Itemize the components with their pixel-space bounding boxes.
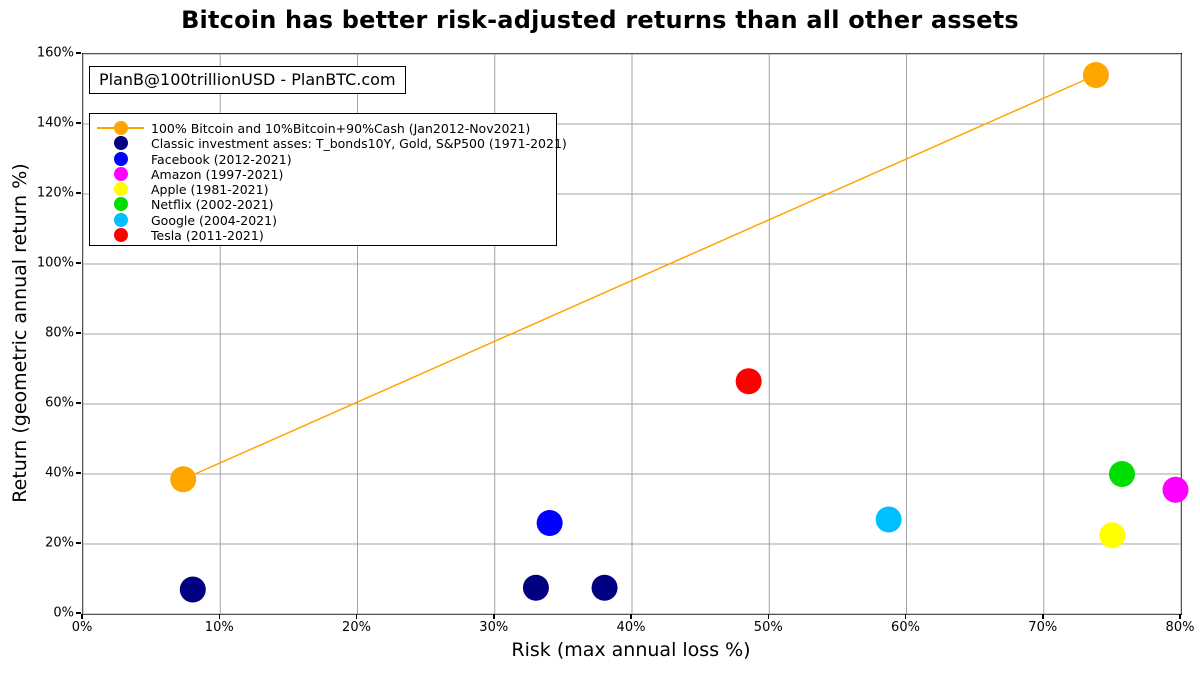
legend-label: Amazon (1997-2021): [151, 166, 284, 182]
plot-area: PlanB@100trillionUSD - PlanBTC.com 100% …: [82, 53, 1189, 615]
y-tick-mark: [76, 192, 81, 194]
legend-dot-marker: [113, 166, 128, 181]
x-tick-label: 0%: [71, 620, 93, 635]
watermark-text: PlanB@100trillionUSD - PlanBTC.com: [99, 70, 396, 89]
legend-item-4: Apple (1981-2021): [90, 181, 556, 198]
legend-label: Netflix (2002-2021): [151, 197, 274, 213]
data-point-series-5: [1108, 461, 1135, 487]
data-point-series-4: [1099, 522, 1126, 549]
legend-dot-marker: [113, 197, 128, 212]
legend-dot-marker: [113, 151, 128, 166]
legend-label: Facebook (2012-2021): [151, 151, 292, 167]
legend: 100% Bitcoin and 10%Bitcoin+90%Cash (Jan…: [89, 113, 567, 246]
x-tick-label: 40%: [616, 620, 646, 635]
legend-item-5: Netflix (2002-2021): [90, 196, 556, 213]
data-point-series-1: [591, 574, 618, 601]
x-tick-mark: [904, 614, 907, 619]
x-tick-mark: [218, 614, 220, 619]
legend-dot-marker: [113, 121, 128, 135]
x-tick-label: 70%: [1028, 620, 1058, 635]
x-tick-mark: [1179, 614, 1181, 619]
y-tick-label: 60%: [45, 395, 74, 411]
legend-label: 100% Bitcoin and 10%Bitcoin+90%Cash (Jan…: [151, 121, 531, 136]
legend-item-7: Tesla (2011-2021): [90, 227, 556, 244]
legend-label: Google (2004-2021): [151, 212, 277, 228]
legend-item-1: Classic investment asses: T_bonds10Y, Go…: [90, 135, 567, 151]
y-tick-label: 40%: [45, 465, 74, 481]
legend-item-3: Amazon (1997-2021): [90, 166, 556, 182]
data-point-series-1: [522, 574, 549, 601]
legend-dot-marker: [113, 228, 128, 243]
y-tick-mark: [76, 52, 81, 54]
legend-label: Apple (1981-2021): [151, 182, 269, 198]
y-tick-mark: [76, 262, 81, 264]
series-line-0: [182, 74, 1097, 480]
x-tick-label: 20%: [342, 620, 371, 635]
data-point-series-2: [536, 510, 563, 536]
x-tick-label: 80%: [1165, 620, 1195, 635]
x-tick-mark: [493, 614, 495, 619]
data-point-series-3: [1162, 476, 1189, 503]
x-tick-mark: [81, 614, 83, 619]
legend-item-2: Facebook (2012-2021): [90, 151, 556, 167]
y-tick-mark: [76, 542, 81, 544]
x-tick-mark: [630, 614, 632, 619]
x-tick-mark: [767, 614, 769, 619]
x-tick-mark: [355, 614, 358, 619]
y-tick-label: 120%: [36, 185, 74, 201]
y-tick-mark: [76, 122, 81, 124]
y-tick-mark: [76, 402, 81, 404]
y-tick-label: 140%: [36, 115, 74, 131]
y-tick-label: 0%: [53, 605, 74, 621]
data-point-series-7: [735, 368, 762, 395]
legend-dot-marker: [113, 212, 128, 227]
x-tick-label: 30%: [479, 620, 509, 635]
y-tick-label: 20%: [45, 535, 74, 551]
y-tick-label: 160%: [36, 45, 74, 61]
x-axis-label: Risk (max annual loss %): [511, 639, 751, 661]
watermark-box: PlanB@100trillionUSD - PlanBTC.com: [89, 66, 406, 94]
data-point-series-0: [1082, 62, 1109, 88]
y-tick-label: 100%: [36, 255, 74, 271]
legend-item-6: Google (2004-2021): [90, 212, 556, 228]
x-tick-label: 10%: [204, 620, 234, 635]
legend-item-0: 100% Bitcoin and 10%Bitcoin+90%Cash (Jan…: [90, 120, 556, 136]
data-point-series-1: [179, 576, 206, 603]
y-tick-mark: [76, 472, 81, 474]
legend-label: Tesla (2011-2021): [151, 228, 264, 244]
data-point-series-6: [875, 506, 902, 533]
legend-dot-marker: [113, 136, 128, 151]
x-tick-label: 50%: [753, 620, 783, 635]
y-tick-label: 80%: [45, 325, 74, 341]
legend-label: Classic investment asses: T_bonds10Y, Go…: [151, 136, 567, 152]
legend-dot-marker: [113, 182, 128, 197]
plot-canvas: [82, 53, 1189, 615]
y-tick-mark: [76, 612, 81, 614]
data-point-series-0: [170, 466, 197, 493]
x-tick-mark: [1042, 614, 1044, 619]
x-tick-label: 60%: [891, 620, 920, 635]
y-tick-mark: [76, 332, 81, 334]
chart-title: Bitcoin has better risk-adjusted returns…: [181, 6, 1019, 34]
